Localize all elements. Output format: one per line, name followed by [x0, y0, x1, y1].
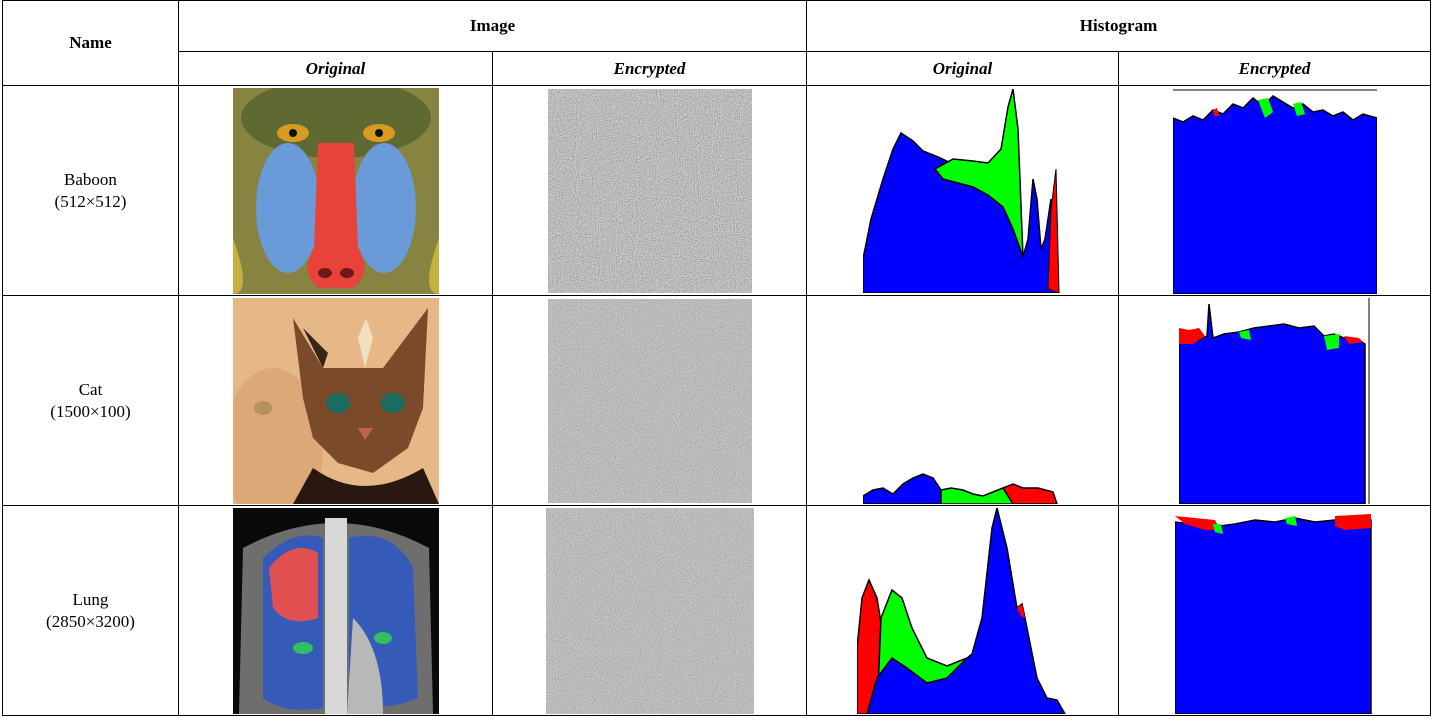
lung-encrypted: [546, 508, 754, 714]
illustration-ellipse: [256, 143, 320, 273]
illustration-ellipse: [293, 642, 313, 654]
histogram-cell: [1119, 86, 1431, 296]
illustration-polygon: [1173, 96, 1377, 294]
lung-encrypted-histogram: [1175, 508, 1375, 714]
illustration-ellipse: [318, 268, 332, 278]
lung-image: [233, 508, 439, 714]
histogram-cell: [1119, 296, 1431, 506]
subheader: Encrypted: [493, 52, 807, 86]
illustration-polygon: [863, 133, 1059, 293]
subheader: Original: [179, 52, 493, 86]
illustration-rect: [548, 299, 752, 503]
row-size: (2850×3200): [46, 612, 135, 631]
cat-encrypted-histogram: [1179, 298, 1371, 504]
cat-encrypted: [548, 299, 752, 503]
baboon-image: [233, 88, 439, 294]
illustration-rect: [548, 89, 752, 293]
illustration-ellipse: [326, 393, 350, 413]
image-cell: [493, 86, 807, 296]
cat-image: [233, 298, 439, 504]
illustration-ellipse: [352, 143, 416, 273]
histogram-cell: [807, 296, 1119, 506]
illustration-polygon: [1179, 304, 1365, 504]
name-cell: Lung (2850×3200): [3, 506, 179, 716]
cat-histogram: [863, 298, 1063, 504]
header-name: Name: [3, 1, 179, 86]
page: Encryption results {"table": { "header":…: [0, 0, 1434, 724]
header-histogram: Histogram: [807, 1, 1431, 52]
illustration-rect: [546, 508, 754, 714]
image-cell: [179, 506, 493, 716]
histogram-cell: [1119, 506, 1431, 716]
row-size: (1500×100): [50, 402, 130, 421]
image-cell: [493, 296, 807, 506]
baboon-encrypted-histogram: [1173, 88, 1377, 294]
illustration-ellipse: [381, 393, 405, 413]
illustration-polygon: [1335, 514, 1371, 530]
page-body: Name Image Histogram Original Encrypted …: [0, 0, 1434, 724]
illustration-circle: [375, 129, 383, 137]
illustration-polygon: [1175, 518, 1371, 714]
illustration-polygon: [1003, 484, 1057, 504]
name-cell: Baboon (512×512): [3, 86, 179, 296]
subheader: Encrypted: [1119, 52, 1431, 86]
row-name: Cat: [79, 380, 103, 399]
image-cell: [493, 506, 807, 716]
image-cell: [179, 86, 493, 296]
illustration-ellipse: [340, 268, 354, 278]
illustration-rect: [325, 518, 347, 714]
baboon-encrypted: [548, 89, 752, 293]
illustration-circle: [289, 129, 297, 137]
row-size: (512×512): [55, 192, 127, 211]
histogram-cell: [807, 86, 1119, 296]
illustration-ellipse: [254, 401, 272, 415]
row-name: Baboon: [64, 170, 117, 189]
subheader: Original: [807, 52, 1119, 86]
histogram-cell: [807, 506, 1119, 716]
header-image: Image: [179, 1, 807, 52]
baboon-histogram: [863, 89, 1063, 293]
illustration-ellipse: [374, 632, 392, 644]
lung-histogram: [857, 508, 1069, 714]
image-cell: [179, 296, 493, 506]
row-name: Lung: [73, 590, 109, 609]
illustration-polygon: [941, 488, 1013, 504]
results-table: Name Image Histogram Original Encrypted …: [2, 0, 1431, 716]
name-cell: Cat (1500×100): [3, 296, 179, 506]
